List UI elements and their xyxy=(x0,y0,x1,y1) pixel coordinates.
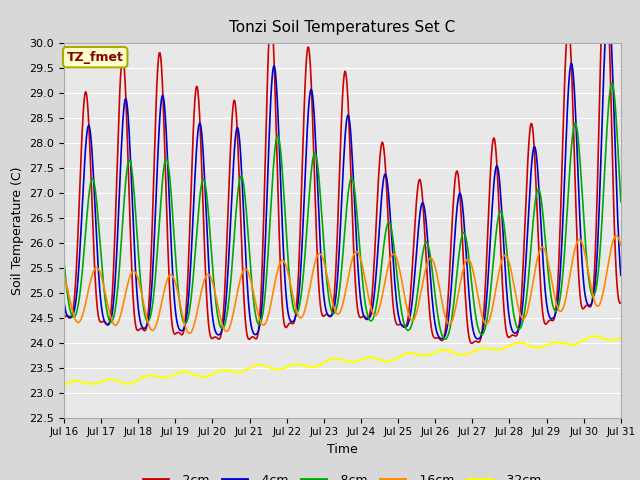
X-axis label: Time: Time xyxy=(327,443,358,456)
-4cm xyxy=(605,3,612,9)
-16cm xyxy=(127,270,135,276)
-32cm xyxy=(617,335,625,341)
Line: -2cm: -2cm xyxy=(64,0,621,343)
-32cm xyxy=(184,369,192,375)
-16cm xyxy=(428,255,435,261)
Title: Tonzi Soil Temperatures Set C: Tonzi Soil Temperatures Set C xyxy=(229,20,456,35)
-8cm xyxy=(609,80,616,86)
-2cm xyxy=(467,340,475,346)
-16cm xyxy=(612,233,620,239)
Line: -4cm: -4cm xyxy=(64,6,621,339)
Text: TZ_fmet: TZ_fmet xyxy=(67,51,124,64)
Line: -32cm: -32cm xyxy=(64,336,621,385)
-2cm xyxy=(617,300,625,306)
-16cm xyxy=(60,273,68,278)
-8cm xyxy=(441,336,449,342)
-8cm xyxy=(214,311,221,316)
-4cm xyxy=(214,332,221,337)
-4cm xyxy=(410,280,418,286)
Line: -8cm: -8cm xyxy=(64,83,621,339)
Legend: -2cm, -4cm, -8cm, -16cm, -32cm: -2cm, -4cm, -8cm, -16cm, -32cm xyxy=(138,469,547,480)
-32cm xyxy=(426,351,434,357)
-32cm xyxy=(60,382,68,388)
-4cm xyxy=(474,336,481,342)
-4cm xyxy=(184,302,192,308)
-2cm xyxy=(70,299,78,305)
-16cm xyxy=(70,313,78,319)
-16cm xyxy=(186,331,193,336)
-2cm xyxy=(214,335,221,341)
-32cm xyxy=(214,369,221,374)
-32cm xyxy=(70,378,78,384)
-8cm xyxy=(60,258,68,264)
-2cm xyxy=(410,235,418,241)
-2cm xyxy=(127,257,135,263)
-16cm xyxy=(184,330,192,336)
Line: -16cm: -16cm xyxy=(64,236,621,334)
-16cm xyxy=(617,242,625,248)
-4cm xyxy=(70,308,78,314)
-8cm xyxy=(617,199,625,204)
-8cm xyxy=(410,312,418,318)
-8cm xyxy=(426,253,434,259)
-4cm xyxy=(426,273,434,279)
-4cm xyxy=(127,177,135,182)
Y-axis label: Soil Temperature (C): Soil Temperature (C) xyxy=(11,166,24,295)
-8cm xyxy=(184,315,192,321)
-2cm xyxy=(184,273,192,278)
-32cm xyxy=(591,333,598,339)
-32cm xyxy=(127,380,135,386)
-16cm xyxy=(214,304,222,310)
-8cm xyxy=(127,163,135,169)
-2cm xyxy=(426,316,434,322)
-32cm xyxy=(410,350,418,356)
-2cm xyxy=(60,314,68,320)
-8cm xyxy=(70,314,78,320)
-16cm xyxy=(411,315,419,321)
-4cm xyxy=(60,299,68,305)
-4cm xyxy=(617,272,625,278)
